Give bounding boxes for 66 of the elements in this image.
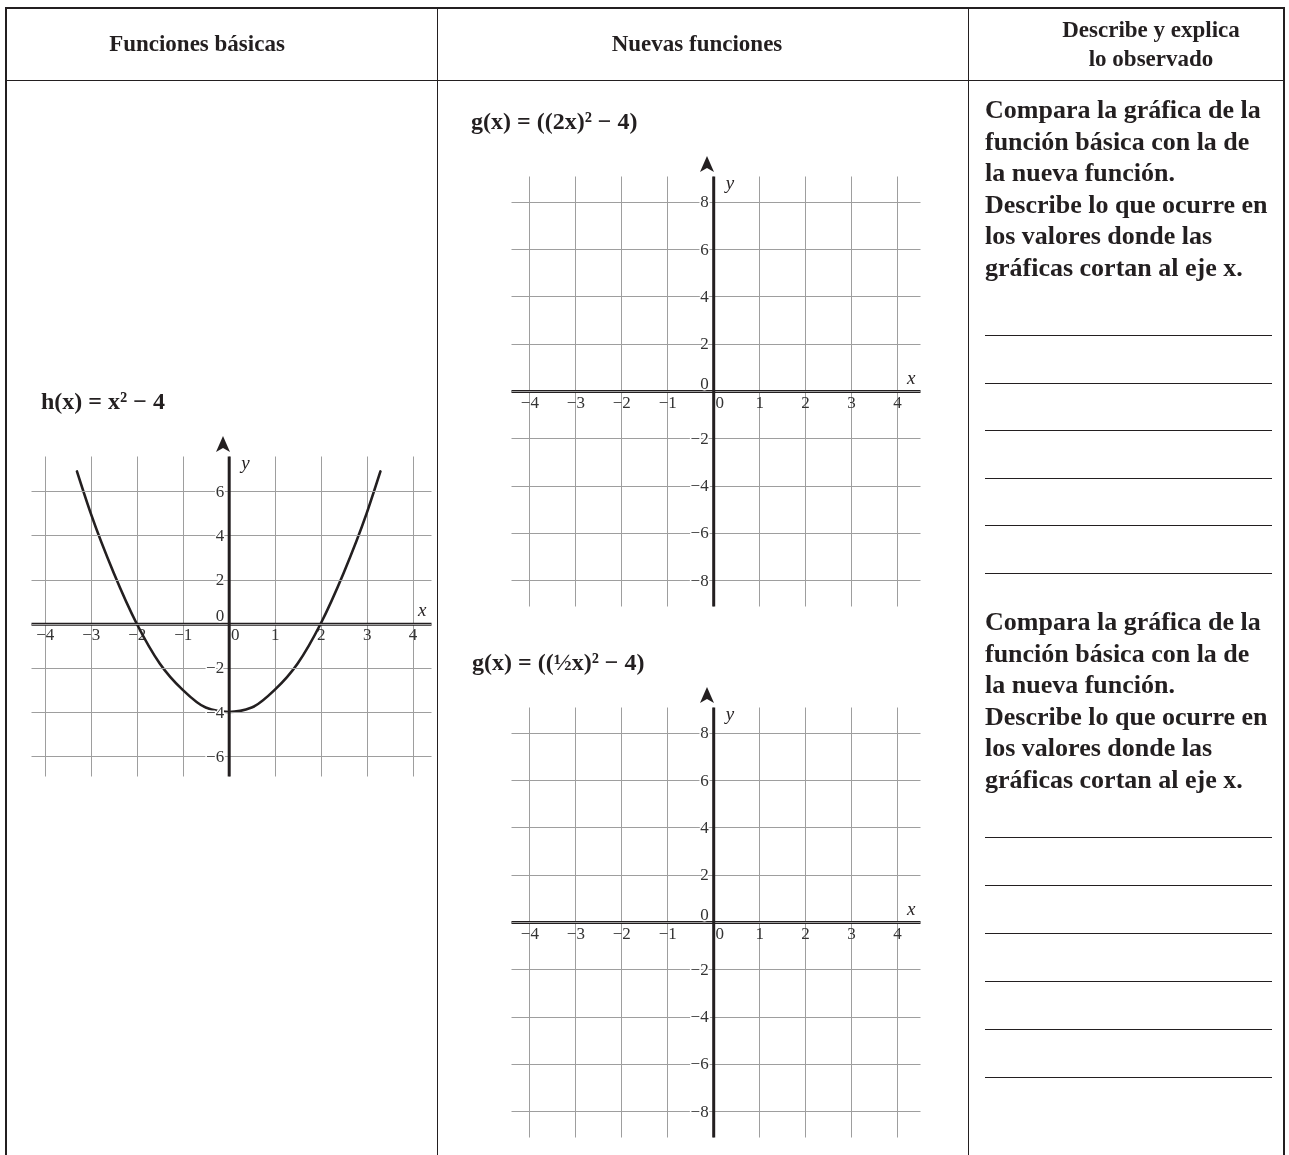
y-tick-label: 4 — [700, 286, 710, 306]
x-tick-label: −3 — [82, 625, 101, 645]
y-tick-label: 6 — [700, 770, 709, 790]
x-tick-label: 0 — [715, 392, 724, 412]
y-tick-label: −6 — [690, 523, 709, 543]
chart-title: g(x) = ((2x)² − 4) — [471, 108, 638, 134]
y-tick-label: −8 — [690, 1101, 709, 1121]
x-axis-title: x — [417, 599, 428, 621]
x-tick-label: 3 — [362, 625, 372, 645]
x-tick-label: −4 — [520, 392, 540, 412]
y-tick-label: −6 — [206, 746, 225, 766]
x-tick-label: −2 — [612, 392, 631, 412]
x-axis-title: x — [906, 897, 917, 919]
x-tick-label: −1 — [658, 392, 677, 412]
y-tick-label: 2 — [700, 334, 709, 354]
y-tick-label: 2 — [215, 570, 225, 590]
y-axis-title: y — [723, 171, 735, 193]
x-axis-title: x — [906, 366, 917, 388]
x-tick-label: 4 — [408, 625, 418, 645]
y-tick-label: 6 — [215, 481, 225, 501]
y-tick-label: −2 — [206, 658, 225, 678]
text: Describe lo que ocurre en los valores donde las gráficas cortan al eje x. — [985, 188, 1269, 284]
x-tick-label: −1 — [174, 625, 193, 645]
text: Describe y explica lo observado — [1061, 15, 1241, 73]
y-axis-title: y — [723, 702, 735, 724]
y-tick-label: −2 — [690, 428, 709, 448]
x-tick-label: 4 — [893, 923, 903, 943]
y-tick-label: 8 — [700, 192, 709, 212]
x-tick-label: 0 — [715, 923, 724, 943]
y-tick-label: 4 — [215, 525, 225, 545]
x-tick-label: 3 — [847, 923, 856, 943]
y-tick-label: 8 — [700, 723, 709, 743]
text: Compara la gráfica de la función básica con la de la nueva función. — [985, 94, 1262, 189]
y-tick-label: −8 — [690, 570, 709, 590]
text: Describe lo que ocurre en los valores donde las gráficas cortan al eje x. — [985, 700, 1269, 796]
y-tick-label: −4 — [690, 476, 710, 496]
y-tick-label: 6 — [700, 239, 709, 259]
x-tick-label: 0 — [230, 625, 240, 645]
y-tick-label: 4 — [700, 817, 710, 837]
y-tick-label: 0 — [700, 904, 709, 924]
y-tick-label: 0 — [700, 373, 709, 393]
x-tick-label: −4 — [520, 923, 540, 943]
x-tick-label: 1 — [755, 392, 764, 412]
y-axis-title: y — [239, 451, 251, 473]
x-tick-label: 1 — [270, 625, 280, 645]
x-tick-label: −3 — [566, 392, 585, 412]
x-tick-label: −2 — [612, 923, 631, 943]
chart-title: h(x) = x² − 4 — [41, 388, 165, 414]
x-tick-label: 2 — [801, 923, 810, 943]
x-tick-label: −3 — [566, 923, 585, 943]
text: Funciones básicas — [109, 30, 285, 58]
x-tick-label: 2 — [801, 392, 810, 412]
y-tick-label: −2 — [690, 959, 709, 979]
y-tick-label: −6 — [690, 1054, 709, 1074]
x-tick-label: 1 — [755, 923, 764, 943]
y-tick-label: 0 — [215, 606, 225, 626]
x-tick-label: 4 — [893, 392, 903, 412]
y-tick-label: −4 — [690, 1007, 710, 1027]
text: Compara la gráfica de la función básica con la de la nueva función. — [985, 606, 1262, 701]
x-tick-label: 3 — [847, 392, 856, 412]
chart-title: g(x) = ((½x)² − 4) — [472, 649, 645, 675]
x-tick-label: −4 — [36, 625, 55, 645]
x-tick-label: −1 — [658, 923, 677, 943]
y-tick-label: 2 — [700, 865, 709, 885]
text: Nuevas funciones — [611, 30, 783, 58]
x-tick-label: 2 — [316, 625, 326, 645]
